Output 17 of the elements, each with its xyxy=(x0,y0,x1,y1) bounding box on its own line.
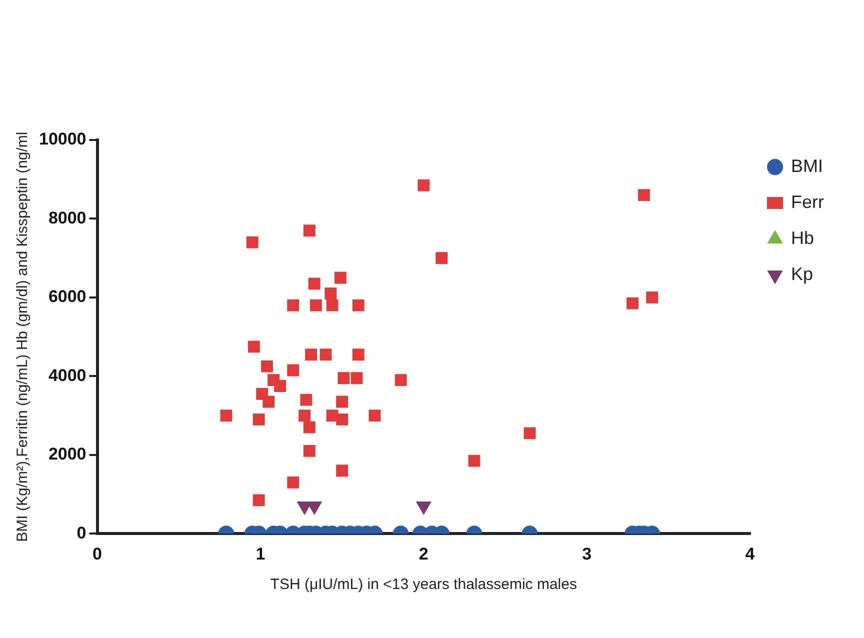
legend-label: Hb xyxy=(791,228,814,248)
x-tick-label: 3 xyxy=(582,544,592,564)
y-tick-label: 0 xyxy=(76,523,86,542)
x-tick-label: 4 xyxy=(745,544,756,564)
y-tick-label: 8000 xyxy=(48,208,86,228)
x-tick-label: 0 xyxy=(92,544,102,564)
legend-label: Kp xyxy=(791,264,814,284)
y-tick-label: 2000 xyxy=(48,444,86,464)
x-axis-title: TSH (μIU/mL) in <13 years thalassemic males xyxy=(270,576,577,594)
legend-label: Ferr xyxy=(791,192,824,212)
y-tick-label: 4000 xyxy=(48,366,86,385)
y-tick-label: 10000 xyxy=(38,130,86,149)
x-tick-label: 1 xyxy=(256,544,266,564)
legend-label: BMI xyxy=(791,156,824,176)
y-tick-label: 6000 xyxy=(48,287,86,306)
y-axis-title: BMI (Kg/m²),Ferritin (ng/mL) Hb (gm/dl) and Kisspeptin (ng/ml xyxy=(14,132,32,542)
x-tick-label: 2 xyxy=(418,544,428,564)
